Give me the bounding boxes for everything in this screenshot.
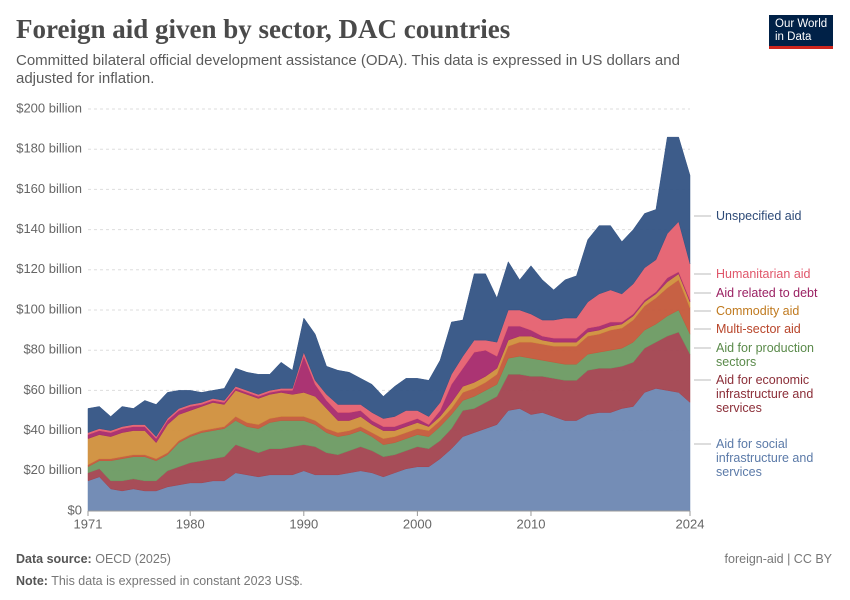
x-tick-label: 1980 (176, 516, 205, 531)
y-tick-label: $100 billion (16, 301, 82, 316)
x-tick-label: 2000 (403, 516, 432, 531)
slug[interactable]: foreign-aid | CC BY (724, 552, 832, 566)
legend-label[interactable]: Aid for economic infrastructure and serv… (716, 373, 814, 415)
source-text[interactable]: OECD (2025) (95, 552, 171, 566)
legend-label[interactable]: Multi-sector aid (716, 322, 801, 336)
x-tick-label: 1971 (74, 516, 103, 531)
logo[interactable]: Our World in Data (769, 15, 833, 49)
footer: Data source: OECD (2025) Note: This data… (16, 548, 303, 592)
note-label: Note: (16, 574, 48, 588)
legend-label[interactable]: Humanitarian aid (716, 267, 811, 281)
legend-label[interactable]: Aid related to debt (716, 286, 818, 300)
x-tick-label: 1990 (289, 516, 318, 531)
x-tick-label: 2024 (676, 516, 705, 531)
y-tick-label: $200 billion (16, 100, 82, 115)
legend-label[interactable]: Aid for social infrastructure and servic… (716, 437, 814, 479)
x-tick-label: 2010 (517, 516, 546, 531)
note: Note: This data is expressed in constant… (16, 570, 303, 592)
y-tick-label: $160 billion (16, 181, 82, 196)
y-tick-label: $120 billion (16, 261, 82, 276)
area (87, 136, 691, 438)
source: Data source: OECD (2025) (16, 548, 303, 570)
chart-title: Foreign aid given by sector, DAC countri… (16, 14, 511, 44)
legend-label[interactable]: Unspecified aid (716, 209, 802, 223)
y-tick-label: $20 billion (23, 462, 82, 477)
y-tick-label: $80 billion (23, 342, 82, 357)
y-tick-label: $40 billion (23, 422, 82, 437)
chart-subtitle: Committed bilateral official development… (16, 52, 680, 87)
source-label: Data source: (16, 552, 92, 566)
note-text: This data is expressed in constant 2023 … (51, 574, 303, 588)
y-tick-label: $140 billion (16, 221, 82, 236)
y-tick-label: $180 billion (16, 141, 82, 156)
y-tick-label: $0 (68, 502, 82, 517)
y-tick-label: $60 billion (23, 382, 82, 397)
legend-label[interactable]: Commodity aid (716, 304, 800, 318)
legend-label[interactable]: Aid for production sectors (716, 341, 814, 369)
